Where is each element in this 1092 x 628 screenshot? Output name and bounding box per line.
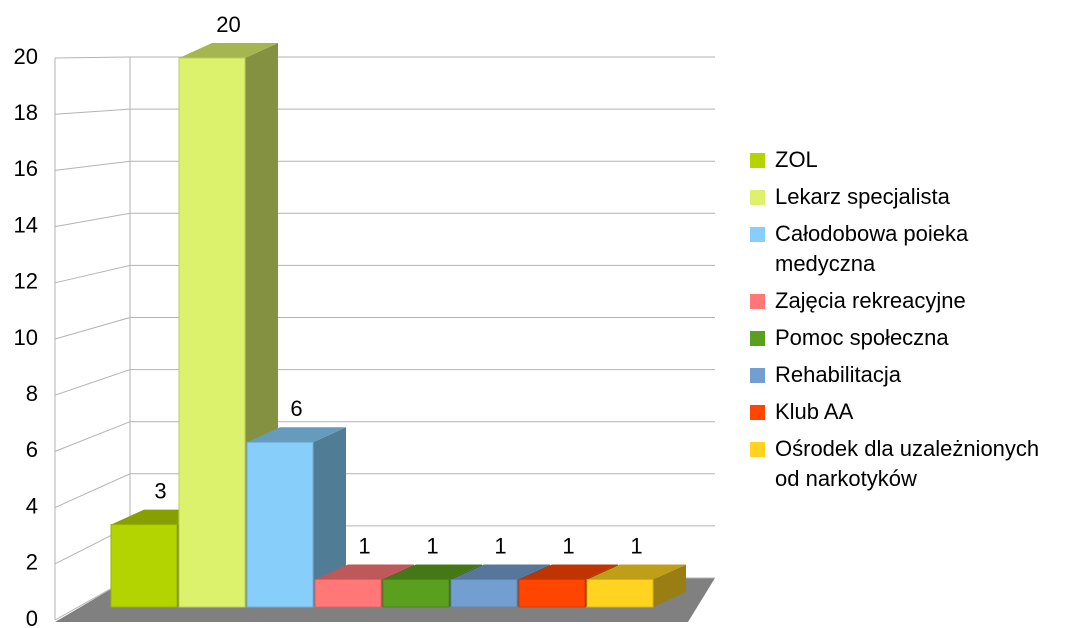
bar-top [315, 564, 414, 580]
legend-entry: Lekarz specjalista [750, 182, 1053, 212]
bar [246, 441, 314, 608]
grid-line [54, 56, 715, 59]
legend-label: Całodobowa poieka medyczna [775, 221, 969, 276]
bar [314, 579, 382, 608]
legend-label: Rehabilitacja [775, 362, 901, 387]
legend-swatch [750, 331, 765, 346]
legend-label: Zajęcia rekreacyjne [775, 288, 966, 313]
legend: ZOL Lekarz specjalista Całodobowa poieka m… [750, 145, 1053, 494]
legend-swatch [750, 442, 765, 457]
bar [110, 524, 178, 608]
y-tick-label: 16 [14, 156, 38, 181]
bar-side [653, 564, 686, 607]
legend-swatch [750, 190, 765, 205]
legend-entry: Klub AA [750, 397, 1053, 427]
grid-line [54, 264, 715, 284]
legend-entry: Całodobowa poieka medyczna [750, 219, 1053, 279]
legend-entry: Pomoc społeczna [750, 323, 1053, 353]
grid-line [54, 160, 715, 171]
legend-swatch [750, 227, 765, 242]
legend-entry: ZOL [750, 145, 1053, 175]
legend-swatch [750, 405, 765, 420]
y-tick-label: 0 [26, 606, 38, 628]
legend-label: Ośrodek dla uzależnionych od narkotyków [775, 436, 1040, 491]
y-tick-label: 6 [26, 437, 38, 462]
legend-entry: Rehabilitacja [750, 360, 1053, 390]
legend-swatch [750, 153, 765, 168]
bar [178, 57, 246, 608]
y-tick-label: 8 [26, 381, 38, 406]
legend-swatch [750, 294, 765, 309]
grid-line [54, 317, 715, 340]
bar-top [383, 564, 482, 580]
bar-top [519, 564, 618, 580]
bar [518, 579, 586, 608]
data-label: 3 [154, 478, 166, 503]
bar-side [313, 427, 346, 607]
bar [586, 579, 654, 608]
y-tick-label: 20 [14, 44, 38, 69]
data-label: 1 [426, 533, 438, 558]
bar [450, 579, 518, 608]
data-label: 1 [494, 533, 506, 558]
y-tick-label: 10 [14, 325, 38, 350]
data-label: 1 [358, 533, 370, 558]
grid-line [54, 108, 715, 115]
bar-top [451, 564, 550, 580]
grid-line [54, 369, 715, 396]
legend-swatch [750, 368, 765, 383]
legend-label: ZOL [775, 147, 818, 172]
legend-entry: Ośrodek dla uzależnionych od narkotyków [750, 434, 1053, 494]
data-label: 20 [216, 12, 240, 37]
y-tick-label: 14 [14, 212, 38, 237]
y-tick-label: 18 [14, 100, 38, 125]
data-label: 1 [630, 533, 642, 558]
grid-line [54, 212, 715, 228]
legend-label: Klub AA [775, 399, 854, 424]
grid-line [54, 473, 715, 509]
y-tick-label: 12 [14, 269, 38, 294]
data-label: 6 [290, 396, 302, 421]
grid-line [54, 421, 715, 452]
legend-label: Pomoc społeczna [775, 325, 949, 350]
data-label: 1 [562, 533, 574, 558]
legend-label: Lekarz specjalista [775, 184, 950, 209]
legend-entry: Zajęcia rekreacyjne [750, 286, 1053, 316]
bar-top [179, 43, 278, 58]
y-tick-label: 4 [26, 493, 38, 518]
y-tick-label: 2 [26, 550, 38, 575]
bar [382, 579, 450, 608]
bar-top [587, 564, 686, 580]
bar-top [247, 427, 346, 443]
